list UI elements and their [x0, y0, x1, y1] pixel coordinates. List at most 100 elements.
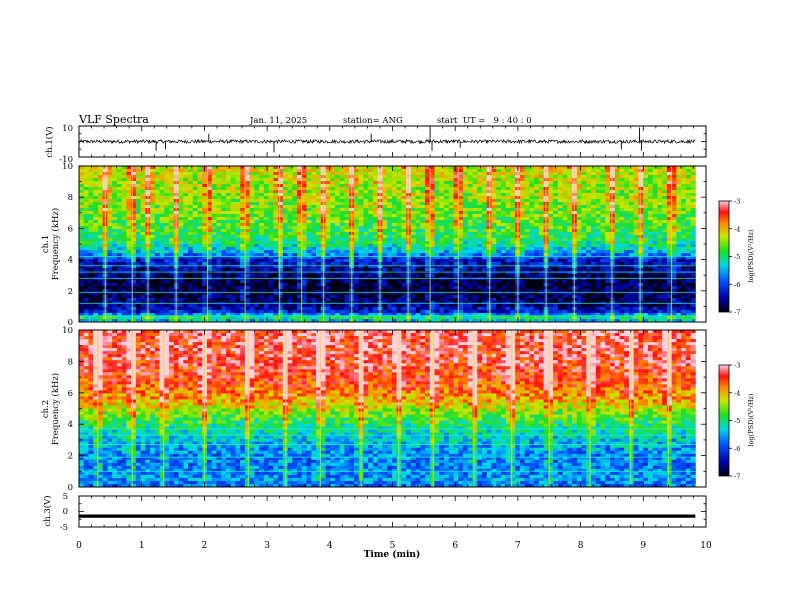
spectrogram-cell [358, 280, 364, 284]
spectrogram-cell [169, 256, 175, 260]
spectrogram-cell [467, 193, 473, 197]
spectrogram-cell [510, 232, 516, 236]
spectrogram-cell [249, 256, 255, 260]
spectrogram-cell [169, 310, 175, 314]
spectrogram-cell [140, 169, 146, 173]
spectrogram-cell [154, 292, 160, 296]
spectrogram-cell [448, 253, 454, 257]
spectrogram-cell [434, 229, 440, 233]
spectrogram-cell [387, 202, 393, 206]
spectrogram-cell [240, 184, 246, 188]
spectrogram-cell [225, 265, 232, 269]
spectrogram-cell [230, 169, 236, 173]
spectrogram-cell [140, 265, 146, 269]
spectrogram-cell [448, 283, 454, 287]
spectrogram-cell [202, 187, 208, 191]
spectrogram-cell [259, 262, 265, 266]
spectrogram-cell [467, 247, 473, 251]
spectrogram-cell [353, 211, 360, 215]
spectrogram-cell [420, 256, 426, 260]
spectrogram-cell [240, 217, 246, 221]
spectrogram-cell [353, 247, 360, 251]
spectrogram-cell [467, 199, 473, 203]
spectrogram-cell [434, 250, 440, 254]
spectrogram-cell [335, 199, 341, 203]
spectrogram-cell [244, 247, 251, 251]
spectrogram-cell [216, 262, 222, 266]
spectrogram-cell [197, 226, 203, 230]
spectrogram-cell [297, 271, 303, 275]
spectrogram-cell [481, 262, 488, 266]
spectrogram-cell [434, 202, 440, 206]
spectrogram-cell [496, 283, 502, 287]
spectrogram-cell [344, 283, 350, 287]
spectrogram-cell [192, 247, 198, 251]
spectrogram-cell [415, 175, 421, 179]
spectrogram-cell [107, 205, 113, 209]
spectrogram-cell [154, 166, 160, 170]
spectrogram-cell [79, 301, 85, 305]
spectrogram-cell [197, 256, 203, 260]
spectrogram-cell [429, 184, 435, 188]
spectrogram-cell [131, 292, 137, 296]
spectrogram-cell [188, 262, 194, 266]
spectrogram-cell [434, 265, 440, 269]
spectrogram-cell [372, 214, 379, 218]
spectrogram-cell [358, 307, 364, 311]
spectrogram-cell [93, 298, 99, 302]
spectrogram-cell [325, 232, 331, 236]
spectrogram-cell [339, 175, 345, 179]
spectrogram-cell [344, 286, 350, 290]
spectrogram-cell [121, 316, 127, 320]
spectrogram-cell [382, 271, 388, 275]
spectrogram-cell [420, 166, 426, 170]
spectrogram-cell [278, 274, 284, 278]
spectrogram-cell [178, 307, 184, 311]
spectrogram-cell [353, 316, 360, 320]
spectrogram-cell [178, 310, 184, 314]
spectrogram-cell [273, 205, 279, 209]
spectrogram-cell [316, 247, 322, 251]
spectrogram-cell [453, 217, 459, 221]
spectrogram-cell [500, 298, 507, 302]
spectrogram-cell [169, 208, 175, 212]
spectrogram-cell [140, 181, 146, 185]
spectrogram-cell [249, 175, 255, 179]
spectrogram-cell [325, 229, 331, 233]
spectrogram-cell [83, 310, 89, 314]
spectrogram-cell [159, 244, 165, 248]
spectrogram-cell [197, 220, 203, 224]
spectrogram-cell [150, 253, 156, 257]
spectrogram-cell [221, 253, 227, 257]
spectrogram-cell [254, 247, 260, 251]
spectrogram-cell [477, 286, 483, 290]
spectrogram-cell [83, 178, 89, 182]
spectrogram-cell [216, 223, 222, 227]
spectrogram-cell [363, 229, 369, 233]
spectrogram-cell [425, 166, 431, 170]
spectrogram-cell [363, 214, 369, 218]
spectrogram-cell [202, 205, 208, 209]
spectrogram-cell [268, 199, 274, 203]
spectrogram-cell [140, 214, 146, 218]
spectrogram-cell [415, 217, 421, 221]
spectrogram-cell [88, 274, 94, 278]
spectrogram-cell [391, 259, 398, 263]
spectrogram-cell [169, 274, 175, 278]
spectrogram-cell [278, 289, 284, 293]
spectrogram-cell [420, 250, 426, 254]
spectrogram-cell [216, 244, 222, 248]
spectrogram-cell [505, 268, 511, 272]
spectrogram-cell [496, 178, 502, 182]
spectrogram-cell [164, 184, 170, 188]
spectrogram-cell [97, 244, 104, 248]
spectrogram-cell [282, 310, 289, 314]
spectrogram-cell [510, 181, 516, 185]
spectrogram-cell [140, 205, 146, 209]
spectrogram-cell [211, 265, 217, 269]
spectrogram-cell [235, 280, 241, 284]
ch1-ytick-bottom: -10 [59, 155, 73, 165]
spectrogram-cell [207, 271, 213, 275]
spectrogram-cell [420, 226, 426, 230]
spectrogram-cell [235, 199, 241, 203]
